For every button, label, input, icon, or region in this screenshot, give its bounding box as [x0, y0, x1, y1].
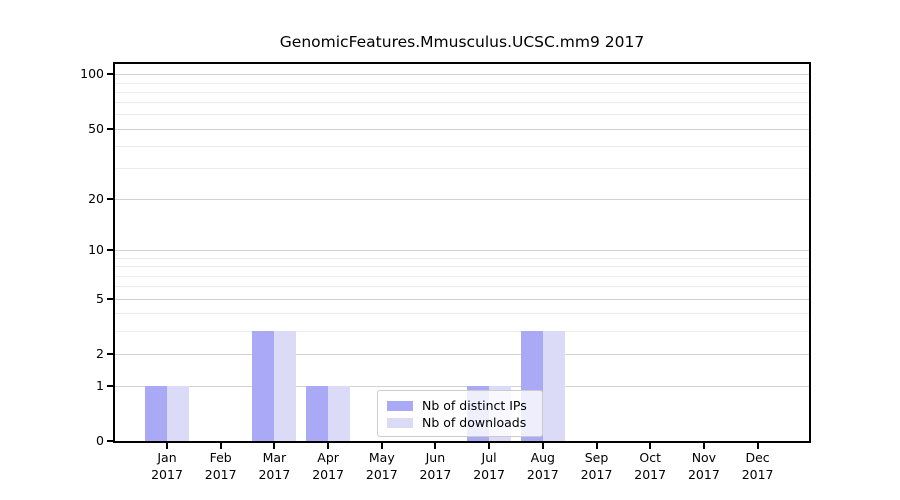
xtick-mark-jul — [488, 443, 491, 449]
ytick-label-2: 2 — [96, 345, 104, 361]
xtick-label-nov: Nov 2017 — [687, 450, 720, 482]
xtick-mark-may — [380, 443, 383, 449]
xtick-mark-jun — [434, 443, 437, 449]
xtick-label-apr: Apr 2017 — [312, 450, 344, 482]
xtick-label-may: May 2017 — [365, 450, 398, 482]
ytick-mark-0 — [107, 440, 113, 442]
bar-distinct-ips-jan — [145, 385, 167, 441]
gridline-minor-8 — [115, 266, 809, 268]
bar-distinct-ips-mar — [252, 330, 275, 441]
gridline-minor-70 — [115, 102, 809, 104]
xtick-label-mar: Mar 2017 — [258, 450, 291, 482]
ytick-mark-10 — [107, 249, 113, 252]
gridline-minor-90 — [115, 82, 809, 84]
xtick-label-jan: Jan 2017 — [151, 450, 183, 482]
plot-area: Nb of distinct IPs Nb of downloads — [113, 62, 811, 443]
ytick-label-100: 100 — [80, 66, 104, 82]
gridline-major-20 — [115, 199, 809, 200]
xtick-label-aug: Aug 2017 — [526, 450, 559, 482]
ytick-mark-20 — [107, 198, 113, 200]
xtick-mark-jan — [166, 443, 168, 449]
gridline-major-50 — [115, 128, 809, 130]
xtick-label-dec: Dec 2017 — [741, 450, 774, 482]
xtick-label-sep: Sep 2017 — [580, 450, 613, 482]
xtick-label-oct: Oct 2017 — [634, 450, 667, 482]
xtick-mark-dec — [756, 443, 759, 449]
xtick-mark-oct — [649, 443, 652, 449]
legend-swatch-distinct-ips — [387, 400, 413, 411]
bar-downloads-aug — [542, 330, 565, 441]
gridline-minor-80 — [115, 91, 809, 93]
gridline-minor-6 — [115, 286, 809, 288]
legend-item-downloads: Nb of downloads — [387, 414, 533, 431]
bar-downloads-mar — [274, 330, 297, 441]
bar-downloads-jan — [167, 385, 189, 441]
ytick-mark-5 — [107, 297, 113, 300]
ytick-label-10: 10 — [88, 242, 104, 258]
ytick-label-5: 5 — [96, 290, 104, 306]
xtick-label-jul: Jul 2017 — [473, 450, 505, 482]
gridline-minor-3 — [115, 330, 809, 332]
xtick-mark-feb — [219, 443, 222, 449]
ytick-mark-100 — [107, 73, 113, 76]
ytick-label-20: 20 — [88, 191, 104, 206]
bar-downloads-apr — [328, 385, 351, 441]
xtick-mark-mar — [273, 443, 276, 449]
ytick-label-1: 1 — [96, 377, 104, 393]
legend-label-distinct-ips: Nb of distinct IPs — [422, 398, 527, 413]
xtick-label-feb: Feb 2017 — [204, 450, 237, 482]
xtick-mark-sep — [595, 443, 598, 449]
ytick-mark-2 — [107, 352, 113, 355]
gridline-major-100 — [115, 74, 809, 76]
gridline-major-5 — [115, 298, 809, 300]
chart-title: GenomicFeatures.Mmusculus.UCSC.mm9 2017 — [279, 33, 645, 51]
legend-swatch-downloads — [387, 417, 413, 428]
gridline-minor-9 — [115, 258, 809, 259]
gridline-minor-60 — [115, 114, 809, 116]
gridline-minor-30 — [115, 168, 809, 170]
xtick-mark-nov — [702, 443, 705, 449]
legend-item-distinct-ips: Nb of distinct IPs — [387, 397, 533, 414]
legend: Nb of distinct IPs Nb of downloads — [377, 390, 543, 437]
xtick-label-jun: Jun 2017 — [419, 450, 452, 482]
gridline-major-2 — [115, 353, 809, 355]
ytick-mark-1 — [107, 384, 113, 387]
gridline-minor-7 — [115, 275, 809, 277]
gridline-major-10 — [115, 250, 809, 252]
gridline-minor-4 — [115, 313, 809, 315]
ytick-label-0: 0 — [96, 433, 104, 448]
ytick-mark-50 — [107, 127, 113, 130]
gridline-minor-40 — [115, 145, 809, 147]
bar-distinct-ips-apr — [306, 385, 329, 441]
gridline-major-1 — [115, 385, 809, 387]
xtick-mark-aug — [541, 443, 544, 449]
xtick-mark-apr — [327, 443, 330, 449]
legend-label-downloads: Nb of downloads — [422, 415, 527, 430]
ytick-label-50: 50 — [88, 120, 104, 136]
